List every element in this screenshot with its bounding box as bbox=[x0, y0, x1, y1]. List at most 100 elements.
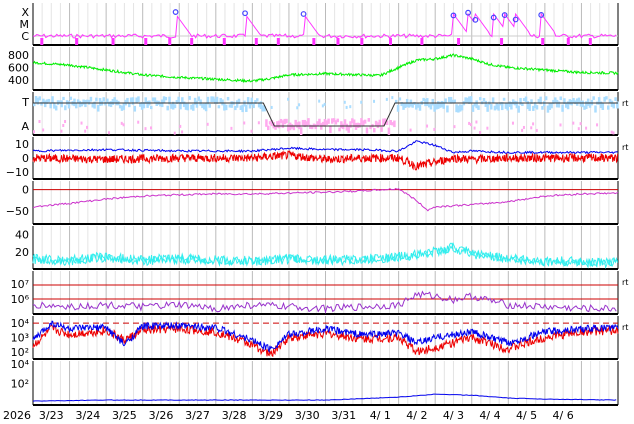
sector-mark bbox=[607, 105, 610, 110]
sector-mark bbox=[398, 97, 402, 101]
sector-mark bbox=[53, 102, 56, 109]
sector-mark bbox=[122, 123, 125, 127]
sector-mark bbox=[592, 96, 595, 100]
sector-mark bbox=[234, 105, 237, 111]
sector-mark bbox=[150, 105, 153, 110]
sector-mark bbox=[426, 124, 429, 128]
sector-mark bbox=[334, 120, 338, 125]
sector-mark bbox=[230, 101, 233, 108]
sector-mark bbox=[471, 104, 475, 112]
sector-mark bbox=[539, 96, 542, 105]
x-tick-label: 4/ 3 bbox=[443, 409, 464, 422]
sector-mark bbox=[224, 104, 228, 111]
sector-mark bbox=[179, 102, 182, 110]
sector-mark bbox=[259, 101, 263, 109]
sector-mark bbox=[193, 97, 197, 105]
sector-mark bbox=[563, 98, 566, 105]
sector-mark bbox=[422, 97, 425, 102]
sector-mark bbox=[84, 129, 87, 133]
proton-line bbox=[32, 290, 617, 315]
sector-mark bbox=[84, 99, 87, 108]
sector-mark bbox=[299, 127, 303, 136]
sector-mark bbox=[332, 118, 336, 123]
xray-tick-label: C bbox=[21, 30, 29, 43]
sector-mark bbox=[473, 126, 476, 130]
sector-mark bbox=[296, 122, 299, 128]
sector-mark bbox=[309, 124, 312, 129]
xray-tick-label: X bbox=[21, 6, 29, 19]
sector-mark bbox=[596, 123, 599, 127]
sector-mark bbox=[128, 102, 131, 108]
sector-mark bbox=[336, 118, 339, 123]
xray-event-bar bbox=[541, 38, 545, 45]
sector-mark bbox=[453, 125, 456, 129]
speed-line bbox=[32, 53, 619, 84]
sector-mark bbox=[67, 101, 71, 109]
sector-mark bbox=[440, 100, 444, 108]
sector-mark bbox=[486, 126, 489, 130]
x-tick-label: 4/ 6 bbox=[553, 409, 574, 422]
sector-mark bbox=[526, 101, 530, 110]
sector-mark bbox=[263, 105, 266, 112]
speed-tick-label: 600 bbox=[8, 62, 29, 75]
sector-mark bbox=[285, 118, 288, 124]
sector-mark bbox=[120, 105, 124, 111]
sector-mark bbox=[555, 99, 559, 108]
flare-marker bbox=[450, 12, 457, 19]
sector-mark bbox=[612, 103, 616, 109]
sector-mark bbox=[206, 122, 209, 126]
sector-mark bbox=[195, 100, 199, 108]
sector-mark bbox=[256, 98, 259, 102]
flare-marker bbox=[172, 9, 179, 15]
proton-tick-label: 10⁶ bbox=[11, 293, 30, 306]
sector-mark bbox=[541, 105, 544, 110]
sector-mark bbox=[151, 97, 155, 102]
sector-mark bbox=[473, 102, 477, 107]
sector-mark bbox=[345, 105, 348, 109]
sector-mark bbox=[566, 101, 570, 110]
sector-mark bbox=[378, 119, 382, 127]
imf-bt-line bbox=[32, 140, 618, 155]
sector-mark bbox=[69, 96, 73, 100]
kp-tick-label: 20 bbox=[15, 246, 29, 259]
sector-mark bbox=[33, 102, 36, 107]
sector-mark bbox=[137, 96, 140, 102]
sector-mark bbox=[34, 96, 38, 104]
sector-mark bbox=[270, 119, 274, 127]
sector-mark bbox=[146, 100, 149, 108]
sector-mark bbox=[504, 103, 508, 109]
sector-mark bbox=[367, 118, 371, 122]
sector-mark bbox=[173, 131, 176, 135]
sector-mark bbox=[329, 126, 332, 134]
sector-mark bbox=[276, 121, 279, 128]
sector-mark bbox=[343, 119, 347, 126]
sector-mark bbox=[464, 97, 467, 103]
sector-mark bbox=[80, 102, 84, 107]
sector-mark bbox=[376, 122, 380, 129]
sector-mark bbox=[197, 96, 201, 101]
sector-mark bbox=[482, 97, 486, 102]
sector-mark bbox=[548, 103, 552, 110]
sector-mark bbox=[298, 103, 301, 107]
sector-mark bbox=[610, 100, 614, 107]
sector-mark bbox=[36, 97, 40, 105]
sector-mark bbox=[140, 102, 144, 110]
imf-tick-label: 10 bbox=[15, 138, 29, 151]
sector-mark bbox=[437, 101, 440, 109]
sector-mark bbox=[179, 124, 182, 128]
sector-mark bbox=[360, 100, 363, 104]
sector-mark bbox=[43, 100, 47, 108]
x-tick-label: 4/ 5 bbox=[516, 409, 537, 422]
sector-mark bbox=[546, 105, 550, 113]
sector-mark bbox=[150, 126, 152, 130]
xray-event-bar bbox=[276, 38, 280, 45]
sector-mark bbox=[95, 97, 98, 102]
sector-mark bbox=[493, 105, 497, 111]
xray-event-bar bbox=[388, 38, 392, 45]
xray-event-bar bbox=[336, 38, 340, 45]
sector-mark bbox=[267, 125, 270, 131]
sector-mark bbox=[347, 125, 350, 133]
sector-mark bbox=[373, 127, 376, 133]
x-tick-label: 3/24 bbox=[75, 409, 100, 422]
flare-marker bbox=[242, 10, 248, 17]
